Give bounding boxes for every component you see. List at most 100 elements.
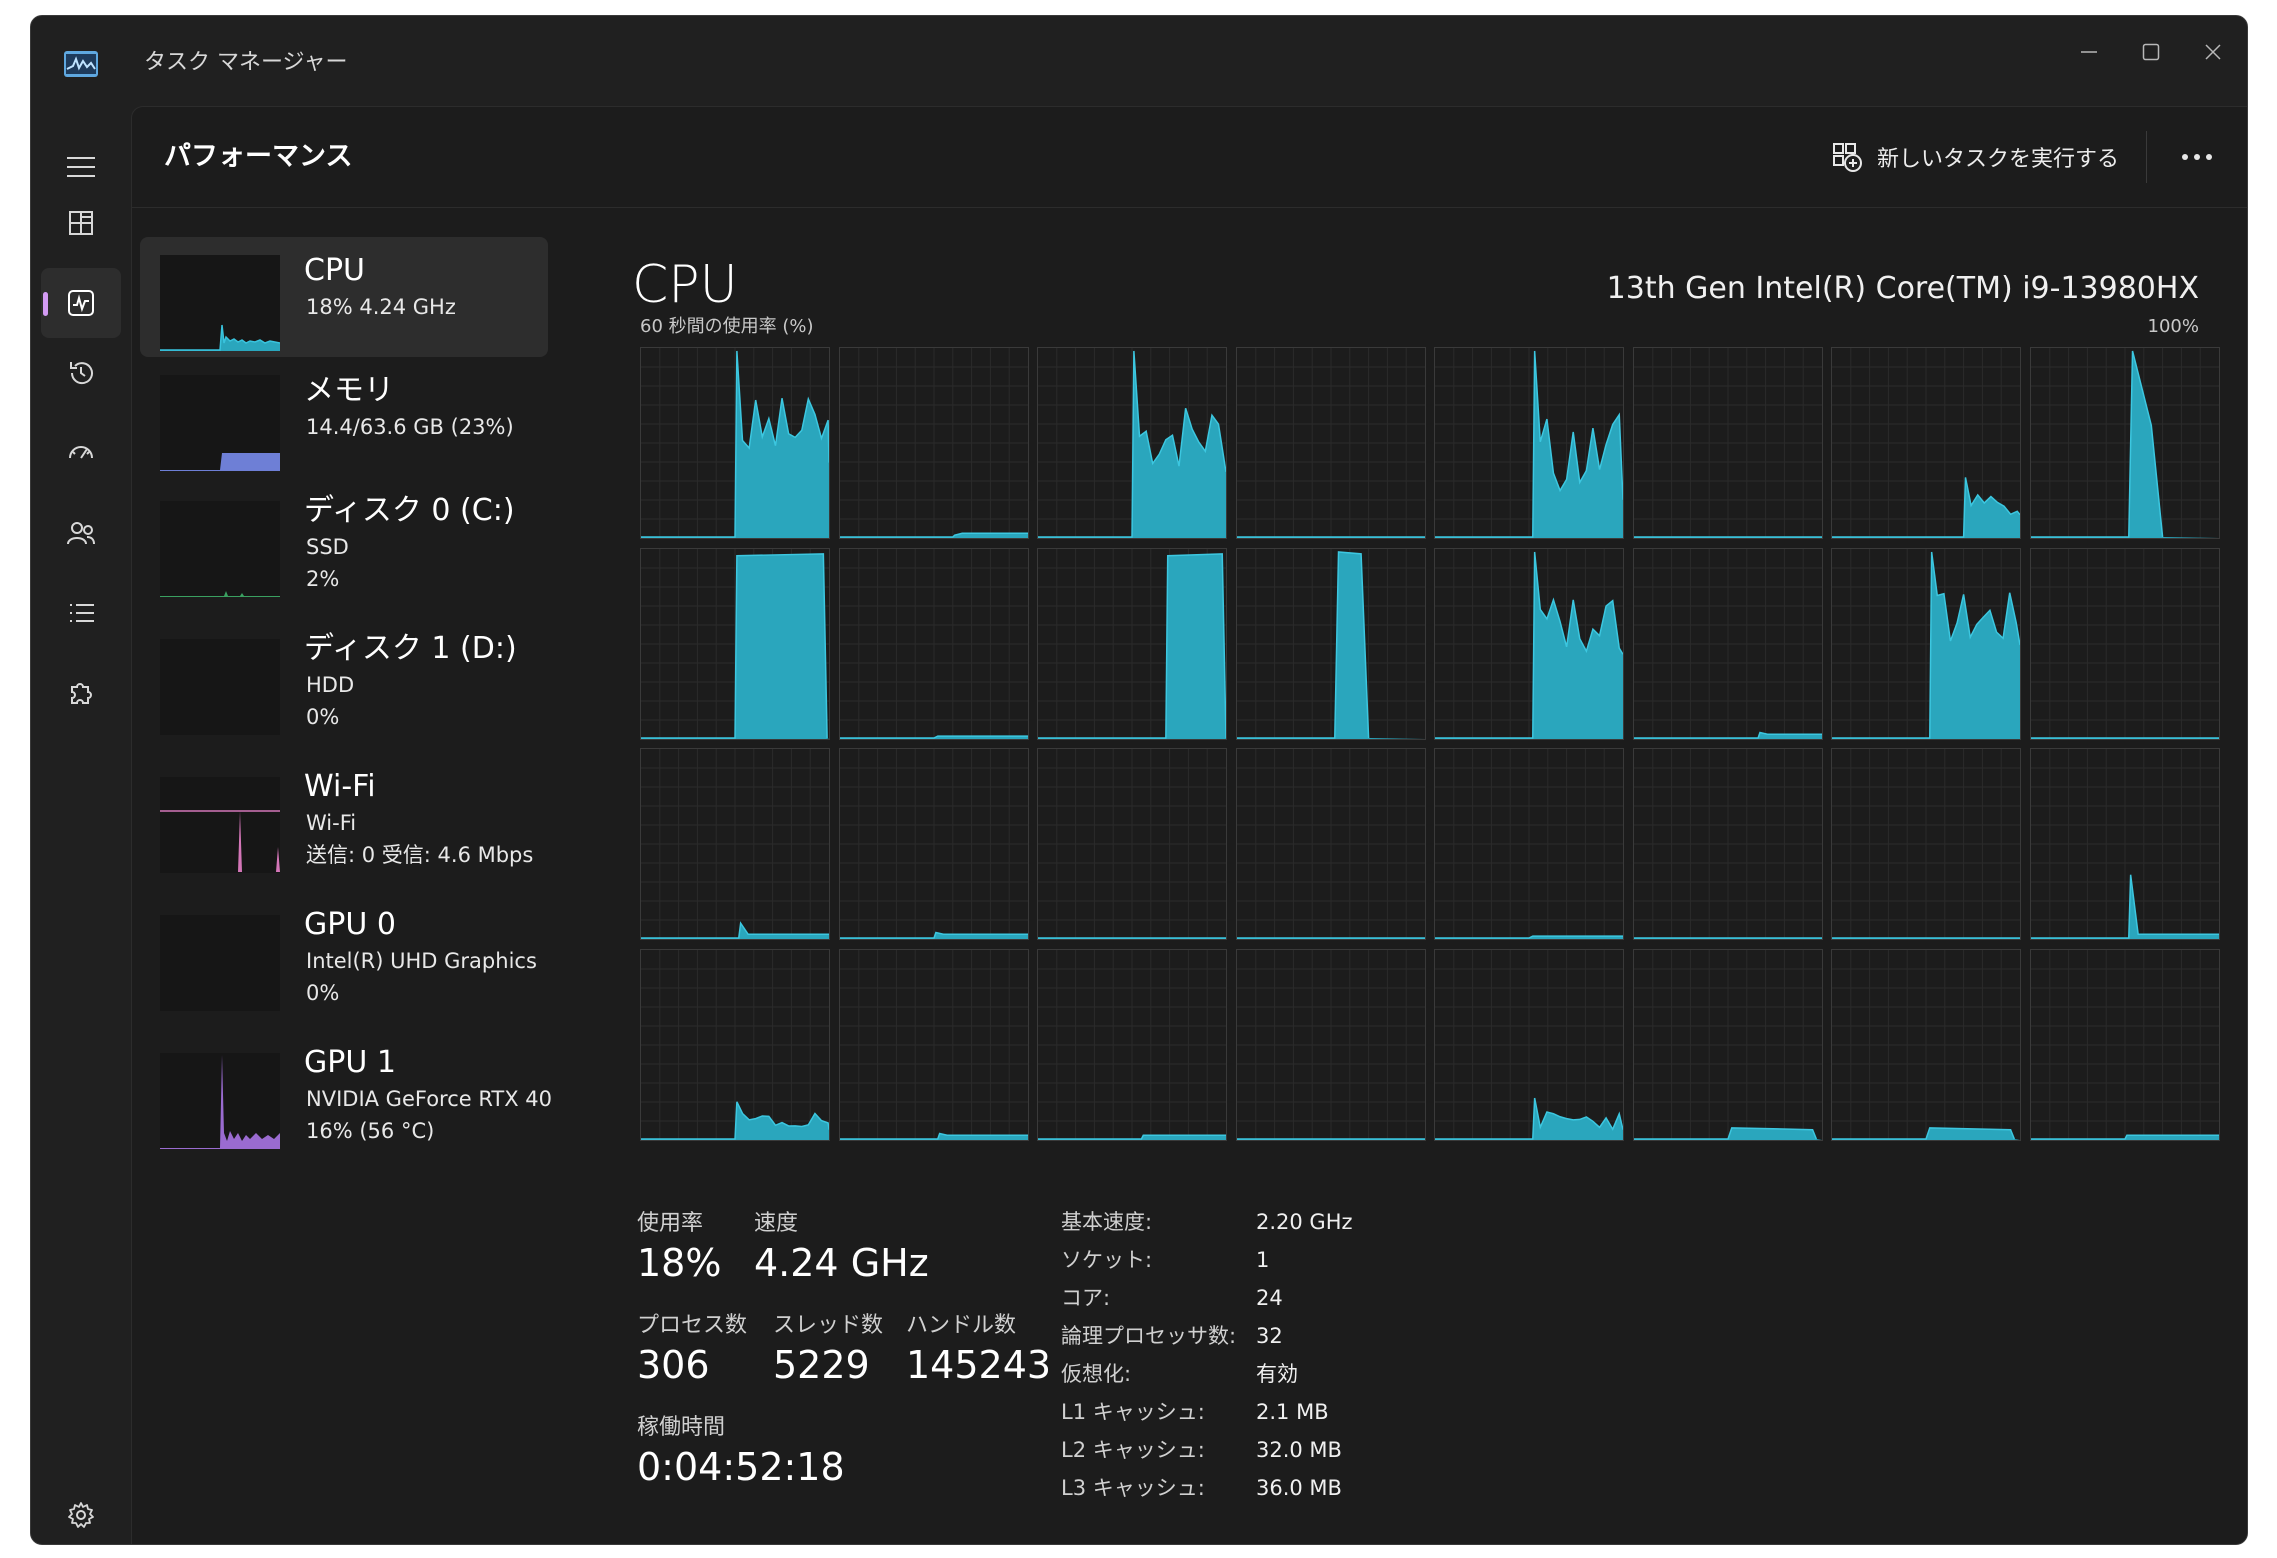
- logical-processor-graph: [838, 347, 1029, 539]
- core-usage-graph: [2030, 348, 2219, 538]
- logical-processor-graph: [1235, 748, 1426, 940]
- core-usage-area: [641, 553, 829, 739]
- uptime-value: 0:04:52:18: [637, 1445, 845, 1489]
- nav-settings[interactable]: [41, 1480, 121, 1544]
- performance-icon: [68, 290, 94, 316]
- usage-label: 使用率: [637, 1211, 704, 1236]
- info-value-base-speed: 2.20 GHz: [1256, 1210, 1353, 1234]
- core-usage-area: [641, 923, 829, 939]
- core-usage-line: [2030, 350, 2163, 538]
- logical-processor-graph: [2029, 948, 2220, 1141]
- core-usage-area: [1633, 731, 1822, 739]
- logical-processor-graph: [2029, 347, 2220, 539]
- nav-services[interactable]: [41, 658, 121, 728]
- core-usage-line: [1633, 1126, 1817, 1140]
- side-item-disk-0[interactable]: ディスク 0 (C:) SSD 2%: [140, 477, 548, 597]
- speedometer-icon: [69, 446, 93, 459]
- core-usage-graph: [641, 348, 829, 538]
- core-usage-area: [839, 533, 1028, 538]
- info-key-l3-cache: L3 キャッシュ:: [1061, 1476, 1205, 1500]
- logical-processor-graph: [1632, 547, 1823, 740]
- run-new-task-label: 新しいタスクを実行する: [1876, 147, 2119, 172]
- core-usage-area: [839, 1132, 1028, 1140]
- core-usage-area: [839, 932, 1028, 939]
- minimize-button[interactable]: [2059, 32, 2119, 72]
- processes-value: 306: [637, 1343, 710, 1387]
- info-key-base-speed: 基本速度:: [1061, 1210, 1153, 1234]
- core-usage-graph: [2030, 548, 2219, 739]
- core-usage-graph: [1832, 949, 2020, 1140]
- core-usage-line: [1038, 1134, 1226, 1140]
- core-usage-graph: [1038, 949, 1226, 1140]
- core-usage-graph: [839, 749, 1028, 939]
- nav-users[interactable]: [41, 498, 121, 568]
- logical-processor-graph: [1037, 547, 1227, 740]
- more-options-button[interactable]: [2167, 131, 2227, 183]
- info-key-logical-processors: 論理プロセッサ数:: [1061, 1324, 1237, 1348]
- core-usage-graph: [1832, 348, 2020, 538]
- cpu-model-name: 13th Gen Intel(R) Core(TM) i9-13980HX: [1606, 271, 2199, 306]
- side-item-detail: 0%: [306, 981, 340, 1005]
- core-usage-line: [2030, 1134, 2219, 1140]
- core-usage-area: [1832, 1127, 2020, 1140]
- info-value-l2-cache: 32.0 MB: [1256, 1438, 1342, 1462]
- handles-label: ハンドル数: [906, 1313, 1017, 1338]
- header-divider: [2146, 131, 2147, 183]
- core-usage-graph: [839, 548, 1028, 739]
- graph-caption: 60 秒間の使用率 (%): [640, 316, 814, 337]
- core-usage-graph: [2030, 949, 2219, 1140]
- core-usage-graph: [1633, 949, 1822, 1140]
- core-usage-graph: [839, 949, 1028, 1140]
- side-item-wifi[interactable]: Wi-Fi Wi-Fi 送信: 0 受信: 4.6 Mbps: [140, 753, 548, 873]
- window-title: タスク マネージャー: [144, 50, 348, 75]
- logical-processor-graph: [838, 748, 1029, 940]
- side-item-gpu-1[interactable]: GPU 1 NVIDIA GeForce RTX 40 16% (56 °C): [140, 1029, 552, 1149]
- core-usage-line: [839, 734, 1028, 739]
- hamburger-menu-button[interactable]: [41, 132, 121, 202]
- core-usage-line: [1633, 731, 1822, 739]
- core-usage-area: [1633, 1127, 1822, 1140]
- side-item-gpu-0[interactable]: GPU 0 Intel(R) UHD Graphics 0%: [140, 891, 548, 1011]
- close-button[interactable]: [2183, 32, 2243, 72]
- core-usage-graph: [1435, 348, 1623, 538]
- core-usage-line: [1236, 550, 1369, 739]
- core-usage-graph: [1236, 949, 1425, 1140]
- core-usage-graph: [839, 348, 1028, 538]
- core-usage-line: [1435, 350, 1623, 538]
- core-usage-graph: [1236, 548, 1425, 739]
- core-usage-line: [1435, 935, 1623, 939]
- side-item-type: HDD: [306, 673, 355, 697]
- users-icon: [67, 522, 95, 545]
- core-usage-graph: [1435, 949, 1623, 1140]
- run-new-task-button[interactable]: 新しいタスクを実行する: [1831, 135, 2119, 179]
- core-usage-area: [1435, 551, 1623, 739]
- logical-processor-graph: [1434, 347, 1624, 539]
- info-value-virtualization: 有効: [1256, 1362, 1298, 1386]
- nav-app-history[interactable]: [41, 338, 121, 408]
- gpu1-thumbnail-graph: [160, 1055, 280, 1149]
- nav-performance[interactable]: [41, 268, 121, 338]
- logical-processor-graph: [1632, 347, 1823, 539]
- core-usage-graph: [1633, 749, 1822, 939]
- side-item-disk-1[interactable]: ディスク 1 (D:) HDD 0%: [140, 615, 548, 735]
- nav-details[interactable]: [41, 578, 121, 648]
- details-list-icon: [70, 604, 94, 622]
- nav-processes[interactable]: [41, 188, 121, 258]
- core-usage-graph: [641, 548, 829, 739]
- maximize-button[interactable]: [2121, 32, 2181, 72]
- page-header: パフォーマンス 新しいタスクを実行する: [132, 107, 2247, 208]
- logical-processor-graph: [640, 748, 830, 940]
- page-title: パフォーマンス: [164, 141, 353, 172]
- info-key-l1-cache: L1 キャッシュ:: [1061, 1400, 1205, 1424]
- nav-startup-apps[interactable]: [41, 418, 121, 488]
- side-item-memory[interactable]: メモリ 14.4/63.6 GB (23%): [140, 357, 548, 477]
- logical-processor-grid: [640, 347, 2224, 1143]
- side-item-cpu[interactable]: CPU 18% 4.24 GHz: [140, 237, 548, 357]
- cpu-thumbnail: [160, 255, 281, 351]
- core-usage-area: [641, 1101, 829, 1140]
- speed-label: 速度: [754, 1211, 799, 1236]
- side-item-name: CPU: [304, 253, 365, 288]
- info-value-l1-cache: 2.1 MB: [1256, 1400, 1329, 1424]
- side-item-type: Wi-Fi: [306, 811, 357, 835]
- core-usage-line: [641, 1100, 829, 1140]
